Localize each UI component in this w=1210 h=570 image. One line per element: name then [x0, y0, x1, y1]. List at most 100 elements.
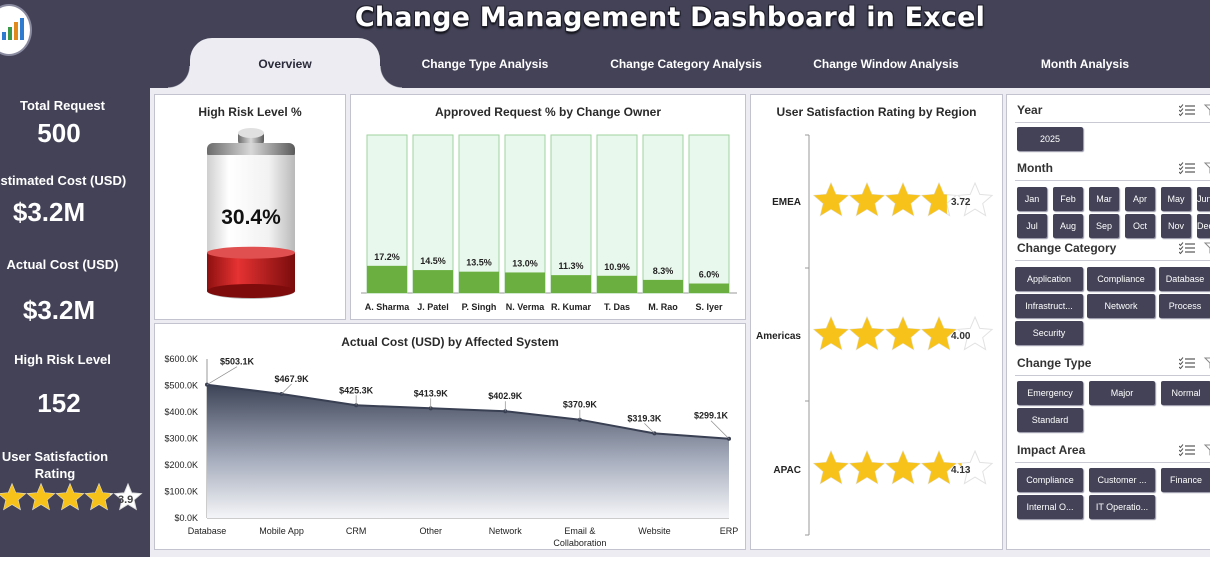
actual-cost-area-chart: $0.0K $100.0K $200.0K $300.0K $400.0K $500.0K… — [164, 354, 738, 548]
region-star-empty — [956, 315, 994, 351]
bar-track — [550, 134, 592, 294]
slicer-month-item[interactable]: Feb — [1053, 187, 1083, 211]
y-tick-label: $500.0K — [164, 381, 198, 391]
kpi-star-filled — [56, 484, 84, 510]
slicer-month-item[interactable]: May — [1161, 187, 1191, 211]
bar[interactable] — [597, 275, 637, 293]
approved-request-title: Approved Request % by Change Owner — [434, 105, 662, 119]
slicer-change-category-item[interactable]: Security — [1015, 321, 1083, 345]
bar-data-label: 13.0% — [512, 258, 538, 268]
region-star-filled — [849, 451, 885, 484]
multi-select-icon[interactable] — [1179, 104, 1195, 117]
tab-change-window-analysis[interactable]: Change Window Analysis — [813, 57, 959, 71]
bar-track — [504, 134, 546, 294]
slicer-month-item[interactable]: Jan — [1017, 187, 1047, 211]
region-star-filled — [813, 317, 849, 350]
slicer-change-type-item[interactable]: Normal — [1161, 381, 1210, 405]
bar-track — [412, 134, 454, 294]
tab-change-type-analysis[interactable]: Change Type Analysis — [421, 57, 549, 71]
tab-overview[interactable]: Overview — [168, 38, 402, 88]
y-tick-label: $300.0K — [164, 434, 198, 444]
area-point[interactable] — [503, 409, 508, 414]
slicer-year-item[interactable]: 2025 — [1017, 127, 1083, 151]
slicer-impact-area-item[interactable]: Internal O... — [1017, 495, 1083, 519]
slicer-change-category-item[interactable]: Database — [1159, 267, 1210, 291]
slicer-month-item[interactable]: Jul — [1017, 214, 1047, 238]
slicer-month-item[interactable]: Jun — [1197, 187, 1210, 211]
slicer-month-item[interactable]: Apr — [1125, 187, 1155, 211]
bar[interactable] — [367, 265, 407, 293]
slicer-divider — [1015, 375, 1210, 376]
multi-select-icon[interactable] — [1179, 162, 1195, 175]
region-star-filled — [885, 183, 921, 216]
slicer-change-category-item[interactable]: Process — [1159, 294, 1210, 318]
bar[interactable] — [459, 271, 499, 293]
battery-fill-bottom — [207, 284, 295, 298]
slicer-month-item[interactable]: Aug — [1053, 214, 1083, 238]
slicer-impact-area-item[interactable]: Compliance — [1017, 468, 1083, 492]
kpi-star-filled — [0, 484, 26, 510]
slicer-month-item[interactable]: Mar — [1089, 187, 1119, 211]
slicer-month-icons — [1179, 162, 1210, 175]
bar[interactable] — [551, 275, 591, 293]
y-tick-label: $100.0K — [164, 487, 198, 497]
kpi-star-filled — [27, 484, 55, 510]
approved-request-bar-chart: 17.2% A. Sharma 14.5% J. Patel 13.5% P. Singh… — [361, 134, 737, 312]
clear-filter-icon[interactable] — [1203, 162, 1210, 174]
region-rating-title: User Satisfaction Rating by Region — [776, 105, 977, 119]
bar-category-label: S. Iyer — [695, 302, 723, 312]
bar[interactable] — [643, 279, 683, 293]
x-category-label: Other — [419, 526, 442, 536]
multi-select-icon[interactable] — [1179, 242, 1195, 255]
slicer-change-type-item[interactable]: Emergency — [1017, 381, 1083, 405]
slicer-impact-area-item[interactable]: IT Operatio... — [1089, 495, 1155, 519]
slicer-month-item[interactable]: Dec — [1197, 214, 1210, 238]
bar-track — [458, 134, 500, 294]
bar[interactable] — [689, 283, 729, 293]
bar[interactable] — [413, 270, 453, 293]
x-category-label: Website — [638, 526, 670, 536]
multi-select-icon[interactable] — [1179, 357, 1195, 370]
high-risk-value: 30.4% — [221, 206, 281, 229]
clear-filter-icon[interactable] — [1203, 104, 1210, 116]
area-fill — [207, 384, 729, 518]
slicer-change-category-item[interactable]: Infrastruct... — [1015, 294, 1083, 318]
region-star-filled — [921, 183, 947, 216]
kpi-high-risk-value: 152 — [37, 388, 81, 418]
clear-filter-icon[interactable] — [1203, 242, 1210, 254]
bar-category-label: M. Rao — [648, 302, 678, 312]
slicer-change-category-item[interactable]: Network — [1087, 294, 1155, 318]
bar[interactable] — [505, 272, 545, 293]
bar-data-label: 11.3% — [558, 261, 583, 271]
slicer-change-category-title: Change Category — [1017, 241, 1117, 255]
clear-filter-icon[interactable] — [1203, 444, 1210, 456]
clear-filter-icon[interactable] — [1203, 357, 1210, 369]
slicer-change-category-item[interactable]: Compliance — [1087, 267, 1155, 291]
kpi-estimated-cost-label: Estimated Cost (USD) — [0, 173, 127, 188]
slicer-change-type-title: Change Type — [1017, 356, 1092, 370]
slicer-change-type-item[interactable]: Standard — [1017, 408, 1083, 432]
slicer-divider — [1015, 462, 1210, 463]
bar-category-label: R. Kumar — [551, 302, 592, 312]
high-risk-title: High Risk Level % — [198, 105, 302, 119]
tab-bar: Overview Change Type Analysis Change Cat… — [168, 38, 1210, 88]
bar-category-label: T. Das — [604, 302, 630, 312]
slicer-impact-area-item[interactable]: Finance — [1161, 468, 1210, 492]
slicer-month-item[interactable]: Sep — [1089, 214, 1119, 238]
region-star-empty — [956, 449, 994, 485]
tab-change-category-analysis[interactable]: Change Category Analysis — [610, 57, 762, 71]
multi-select-icon[interactable] — [1179, 444, 1195, 457]
slicer-change-category-item[interactable]: Application — [1015, 267, 1083, 291]
y-tick-label: $600.0K — [164, 354, 198, 364]
bar-category-label: A. Sharma — [365, 302, 411, 312]
slicer-month-item[interactable]: Oct — [1125, 214, 1155, 238]
region-label: Americas — [756, 331, 801, 342]
slicer-month-item[interactable]: Nov — [1161, 214, 1191, 238]
bar-category-label: P. Singh — [462, 302, 497, 312]
slicer-change-type-item[interactable]: Major — [1089, 381, 1155, 405]
region-star-filled — [813, 183, 849, 216]
x-category-label: Database — [188, 526, 227, 536]
y-tick-label: $200.0K — [164, 460, 198, 470]
slicer-impact-area-item[interactable]: Customer ... — [1089, 468, 1155, 492]
tab-month-analysis[interactable]: Month Analysis — [1040, 57, 1130, 71]
